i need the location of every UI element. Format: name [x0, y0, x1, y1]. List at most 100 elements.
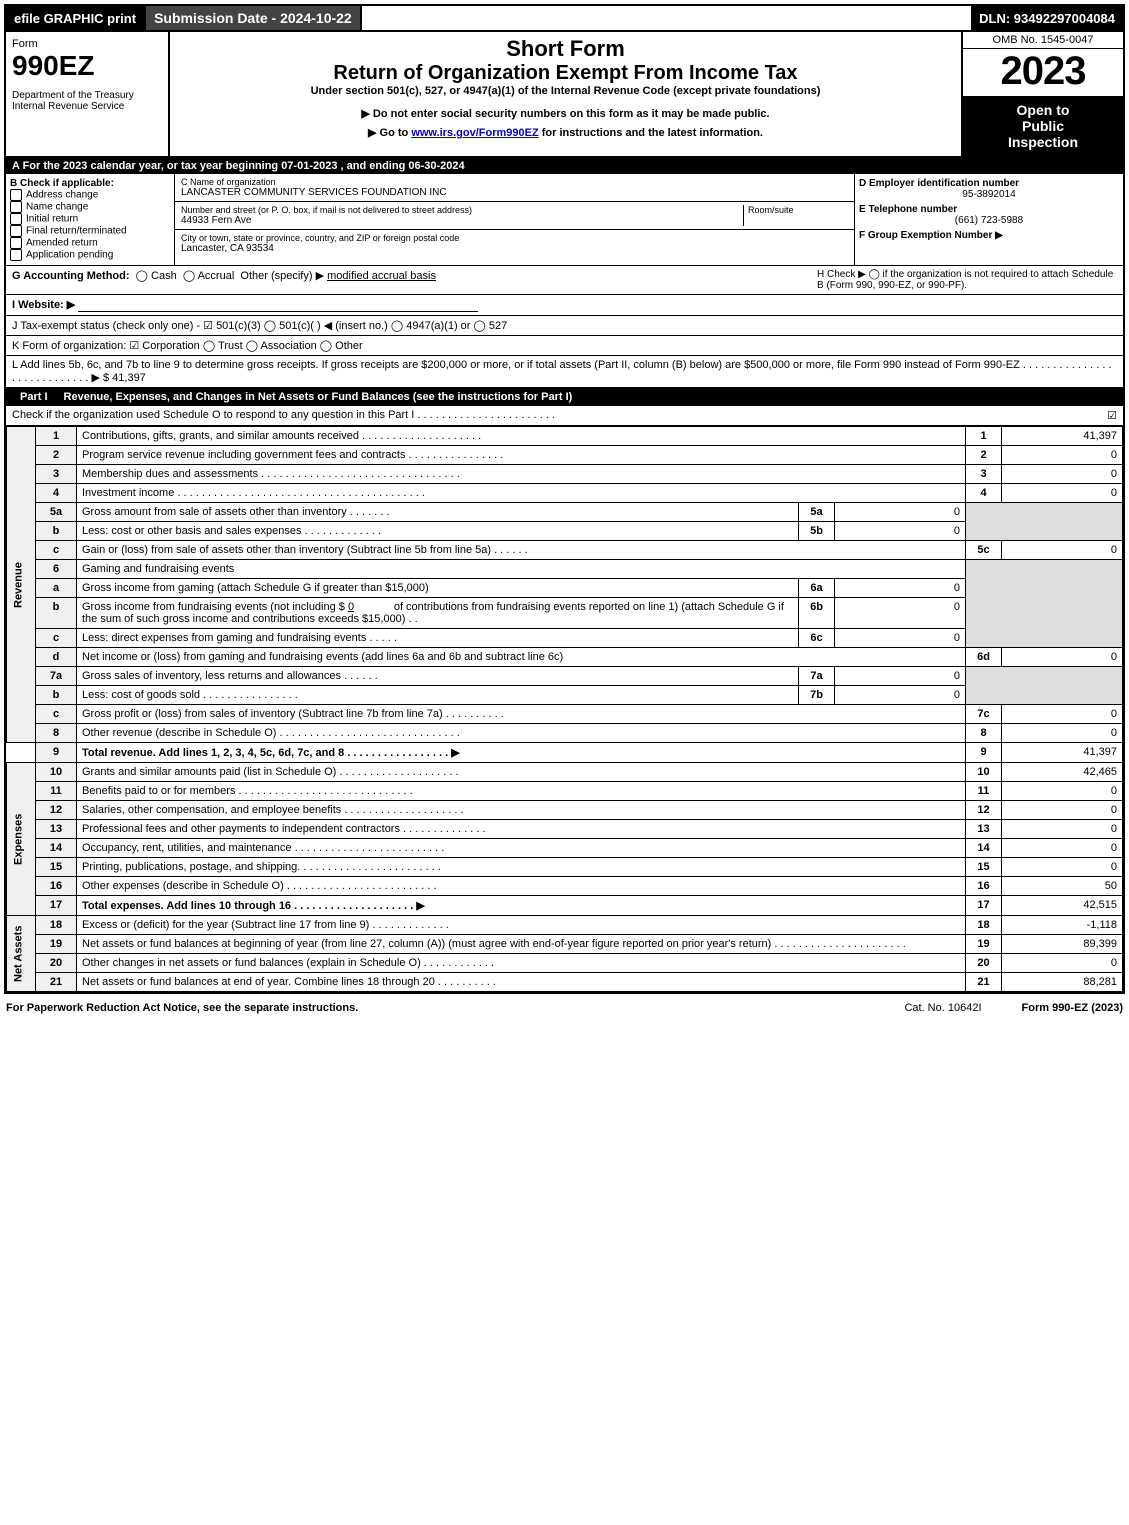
rn-13: 13 — [966, 820, 1002, 839]
d-4: Investment income . . . . . . . . . . . … — [77, 484, 966, 503]
d-6d: Net income or (loss) from gaming and fun… — [77, 648, 966, 667]
ln-7b: b — [36, 686, 77, 705]
part-1-title: Revenue, Expenses, and Changes in Net As… — [64, 391, 573, 403]
d-7a: Gross sales of inventory, less returns a… — [77, 667, 799, 686]
rn-12: 12 — [966, 801, 1002, 820]
form-ref: Form 990-EZ (2023) — [1022, 1002, 1123, 1014]
d-2: Program service revenue including govern… — [77, 446, 966, 465]
cat-no: Cat. No. 10642I — [904, 1002, 981, 1014]
line-g: G Accounting Method: ◯ Cash ◯ Accrual Ot… — [12, 269, 817, 291]
ln-7c: c — [36, 705, 77, 724]
group-exemption-label: F Group Exemption Number ▶ — [859, 230, 1119, 241]
top-bar: efile GRAPHIC print Submission Date - 20… — [6, 6, 1123, 32]
form-number: 990EZ — [12, 50, 162, 82]
chk-amended-return[interactable]: Amended return — [10, 237, 170, 249]
v-14: 0 — [1002, 839, 1123, 858]
sv-5a: 0 — [835, 503, 966, 522]
sv-6b: 0 — [835, 598, 966, 629]
rn-19: 19 — [966, 935, 1002, 954]
d-11: Benefits paid to or for members . . . . … — [77, 782, 966, 801]
d-21: Net assets or fund balances at end of ye… — [77, 973, 966, 992]
city-label: City or town, state or province, country… — [181, 233, 848, 243]
room-suite-label: Room/suite — [743, 205, 848, 226]
irs-label: Internal Revenue Service — [12, 101, 162, 112]
rn-21: 21 — [966, 973, 1002, 992]
v-21: 88,281 — [1002, 973, 1123, 992]
phone-label: E Telephone number — [859, 204, 1119, 215]
ln-14: 14 — [36, 839, 77, 858]
v-19: 89,399 — [1002, 935, 1123, 954]
sv-7a: 0 — [835, 667, 966, 686]
d-5a: Gross amount from sale of assets other t… — [77, 503, 799, 522]
goto-line: ▶ Go to www.irs.gov/Form990EZ for instru… — [180, 126, 951, 139]
chk-name-change[interactable]: Name change — [10, 201, 170, 213]
ln-20: 20 — [36, 954, 77, 973]
shade-6 — [966, 560, 1123, 648]
omb-number: OMB No. 1545-0047 — [963, 32, 1123, 49]
rn-20: 20 — [966, 954, 1002, 973]
efile-label: efile GRAPHIC print — [6, 6, 146, 30]
ln-13: 13 — [36, 820, 77, 839]
ln-3: 3 — [36, 465, 77, 484]
d-19: Net assets or fund balances at beginning… — [77, 935, 966, 954]
d-14: Occupancy, rent, utilities, and maintena… — [77, 839, 966, 858]
rn-11: 11 — [966, 782, 1002, 801]
header-center: Short Form Return of Organization Exempt… — [170, 32, 963, 156]
ln-16: 16 — [36, 877, 77, 896]
rn-8: 8 — [966, 724, 1002, 743]
ln-2: 2 — [36, 446, 77, 465]
g-label: G Accounting Method: — [12, 270, 130, 282]
ln-6b: b — [36, 598, 77, 629]
v-20: 0 — [1002, 954, 1123, 973]
ln-6: 6 — [36, 560, 77, 579]
v-12: 0 — [1002, 801, 1123, 820]
open-1: Open to — [969, 102, 1117, 118]
rn-4: 4 — [966, 484, 1002, 503]
dln-label: DLN: 93492297004084 — [971, 6, 1123, 30]
rn-2: 2 — [966, 446, 1002, 465]
goto-pre: ▶ Go to — [368, 127, 411, 139]
org-name: LANCASTER COMMUNITY SERVICES FOUNDATION … — [181, 187, 848, 198]
d-16: Other expenses (describe in Schedule O) … — [77, 877, 966, 896]
rn-16: 16 — [966, 877, 1002, 896]
chk-initial-return[interactable]: Initial return — [10, 213, 170, 225]
d-9: Total revenue. Add lines 1, 2, 3, 4, 5c,… — [77, 743, 966, 763]
addr-cell: Number and street (or P. O. box, if mail… — [175, 202, 854, 230]
ln-8: 8 — [36, 724, 77, 743]
d-18: Excess or (deficit) for the year (Subtra… — [77, 916, 966, 935]
chk-address-change[interactable]: Address change — [10, 189, 170, 201]
g-cash: Cash — [151, 270, 177, 282]
city-cell: City or town, state or province, country… — [175, 230, 854, 257]
chk-final-return[interactable]: Final return/terminated — [10, 225, 170, 237]
rn-9: 9 — [966, 743, 1002, 763]
part-1-checkbox[interactable]: ☑ — [1107, 410, 1117, 422]
ein-value: 95-3892014 — [859, 189, 1119, 200]
line-j: J Tax-exempt status (check only one) - ☑… — [6, 316, 1123, 336]
d-13: Professional fees and other payments to … — [77, 820, 966, 839]
shade-7 — [966, 667, 1123, 705]
sl-7a: 7a — [799, 667, 835, 686]
d-20: Other changes in net assets or fund bala… — [77, 954, 966, 973]
rn-14: 14 — [966, 839, 1002, 858]
ln-6a: a — [36, 579, 77, 598]
v-6d: 0 — [1002, 648, 1123, 667]
d-6c: Less: direct expenses from gaming and fu… — [77, 629, 799, 648]
v-2: 0 — [1002, 446, 1123, 465]
expenses-label: Expenses — [7, 763, 36, 916]
line-l: L Add lines 5b, 6c, and 7b to line 9 to … — [6, 356, 1123, 388]
v-17: 42,515 — [1002, 896, 1123, 916]
open-3: Inspection — [969, 134, 1117, 150]
ln-11: 11 — [36, 782, 77, 801]
irs-link[interactable]: www.irs.gov/Form990EZ — [411, 127, 538, 139]
header-left: Form 990EZ Department of the Treasury In… — [6, 32, 170, 156]
ln-6d: d — [36, 648, 77, 667]
line-h: H Check ▶ ◯ if the organization is not r… — [817, 269, 1117, 291]
line-g-h: G Accounting Method: ◯ Cash ◯ Accrual Ot… — [6, 266, 1123, 295]
chk-application-pending[interactable]: Application pending — [10, 249, 170, 261]
line-l-text: L Add lines 5b, 6c, and 7b to line 9 to … — [12, 359, 1112, 384]
d-7c: Gross profit or (loss) from sales of inv… — [77, 705, 966, 724]
city-state-zip: Lancaster, CA 93534 — [181, 243, 848, 254]
rn-1: 1 — [966, 427, 1002, 446]
rn-5c: 5c — [966, 541, 1002, 560]
ein-label: D Employer identification number — [859, 178, 1119, 189]
